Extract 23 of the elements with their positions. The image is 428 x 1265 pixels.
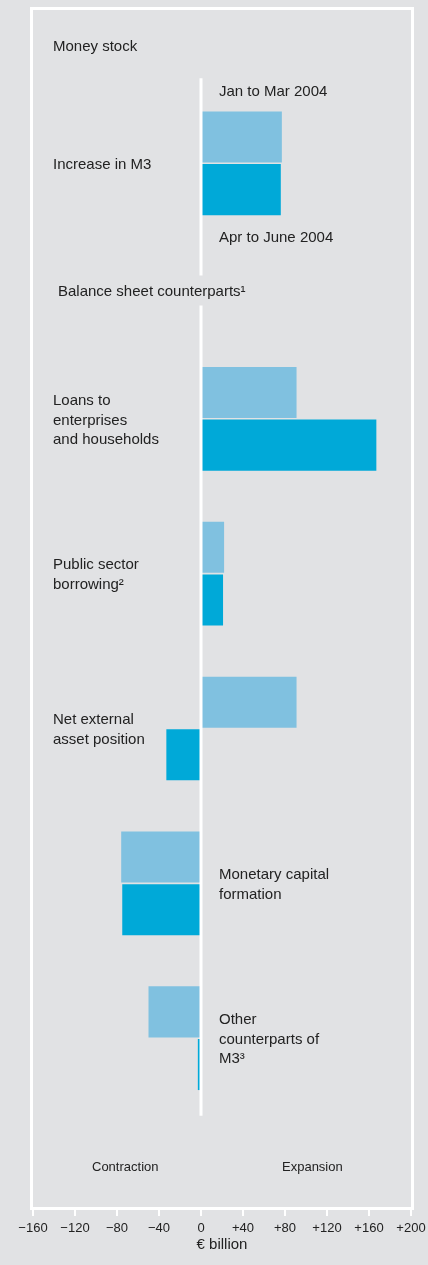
y-tick-label: Monetary capital formation xyxy=(219,865,330,902)
x-tick-label: −80 xyxy=(105,1219,129,1235)
x-tick-label: −160 xyxy=(18,1219,48,1235)
y-tick-label: Net external asset position xyxy=(53,710,145,747)
y-tick-label: Public sector borrowing² xyxy=(53,555,139,592)
x-tick-label: +160 xyxy=(354,1219,384,1235)
y-tick-label: Increase in M3 xyxy=(53,155,152,172)
annotation: Balance sheet counterparts¹ xyxy=(58,282,246,299)
x-tick-label: +120 xyxy=(312,1219,342,1235)
series-label: Jan to Mar 2004 xyxy=(219,82,328,99)
annotation: Expansion xyxy=(282,1159,343,1174)
annotation: Money stock xyxy=(53,37,138,54)
annotation: Contraction xyxy=(92,1159,159,1174)
x-tick-label: +40 xyxy=(231,1219,255,1235)
series-label: Apr to June 2004 xyxy=(219,228,334,245)
y-tick-label: Other counterparts of M3³ xyxy=(219,1010,320,1066)
x-tick-label: −40 xyxy=(147,1219,171,1235)
x-tick-label: 0 xyxy=(197,1219,205,1235)
y-tick-label: Loans to enterprises and households xyxy=(53,391,159,447)
x-tick-label: −120 xyxy=(60,1219,90,1235)
x-tick-label: +80 xyxy=(273,1219,297,1235)
x-tick-label: +200 xyxy=(396,1219,426,1235)
x-axis-title: € billion xyxy=(196,1234,248,1252)
